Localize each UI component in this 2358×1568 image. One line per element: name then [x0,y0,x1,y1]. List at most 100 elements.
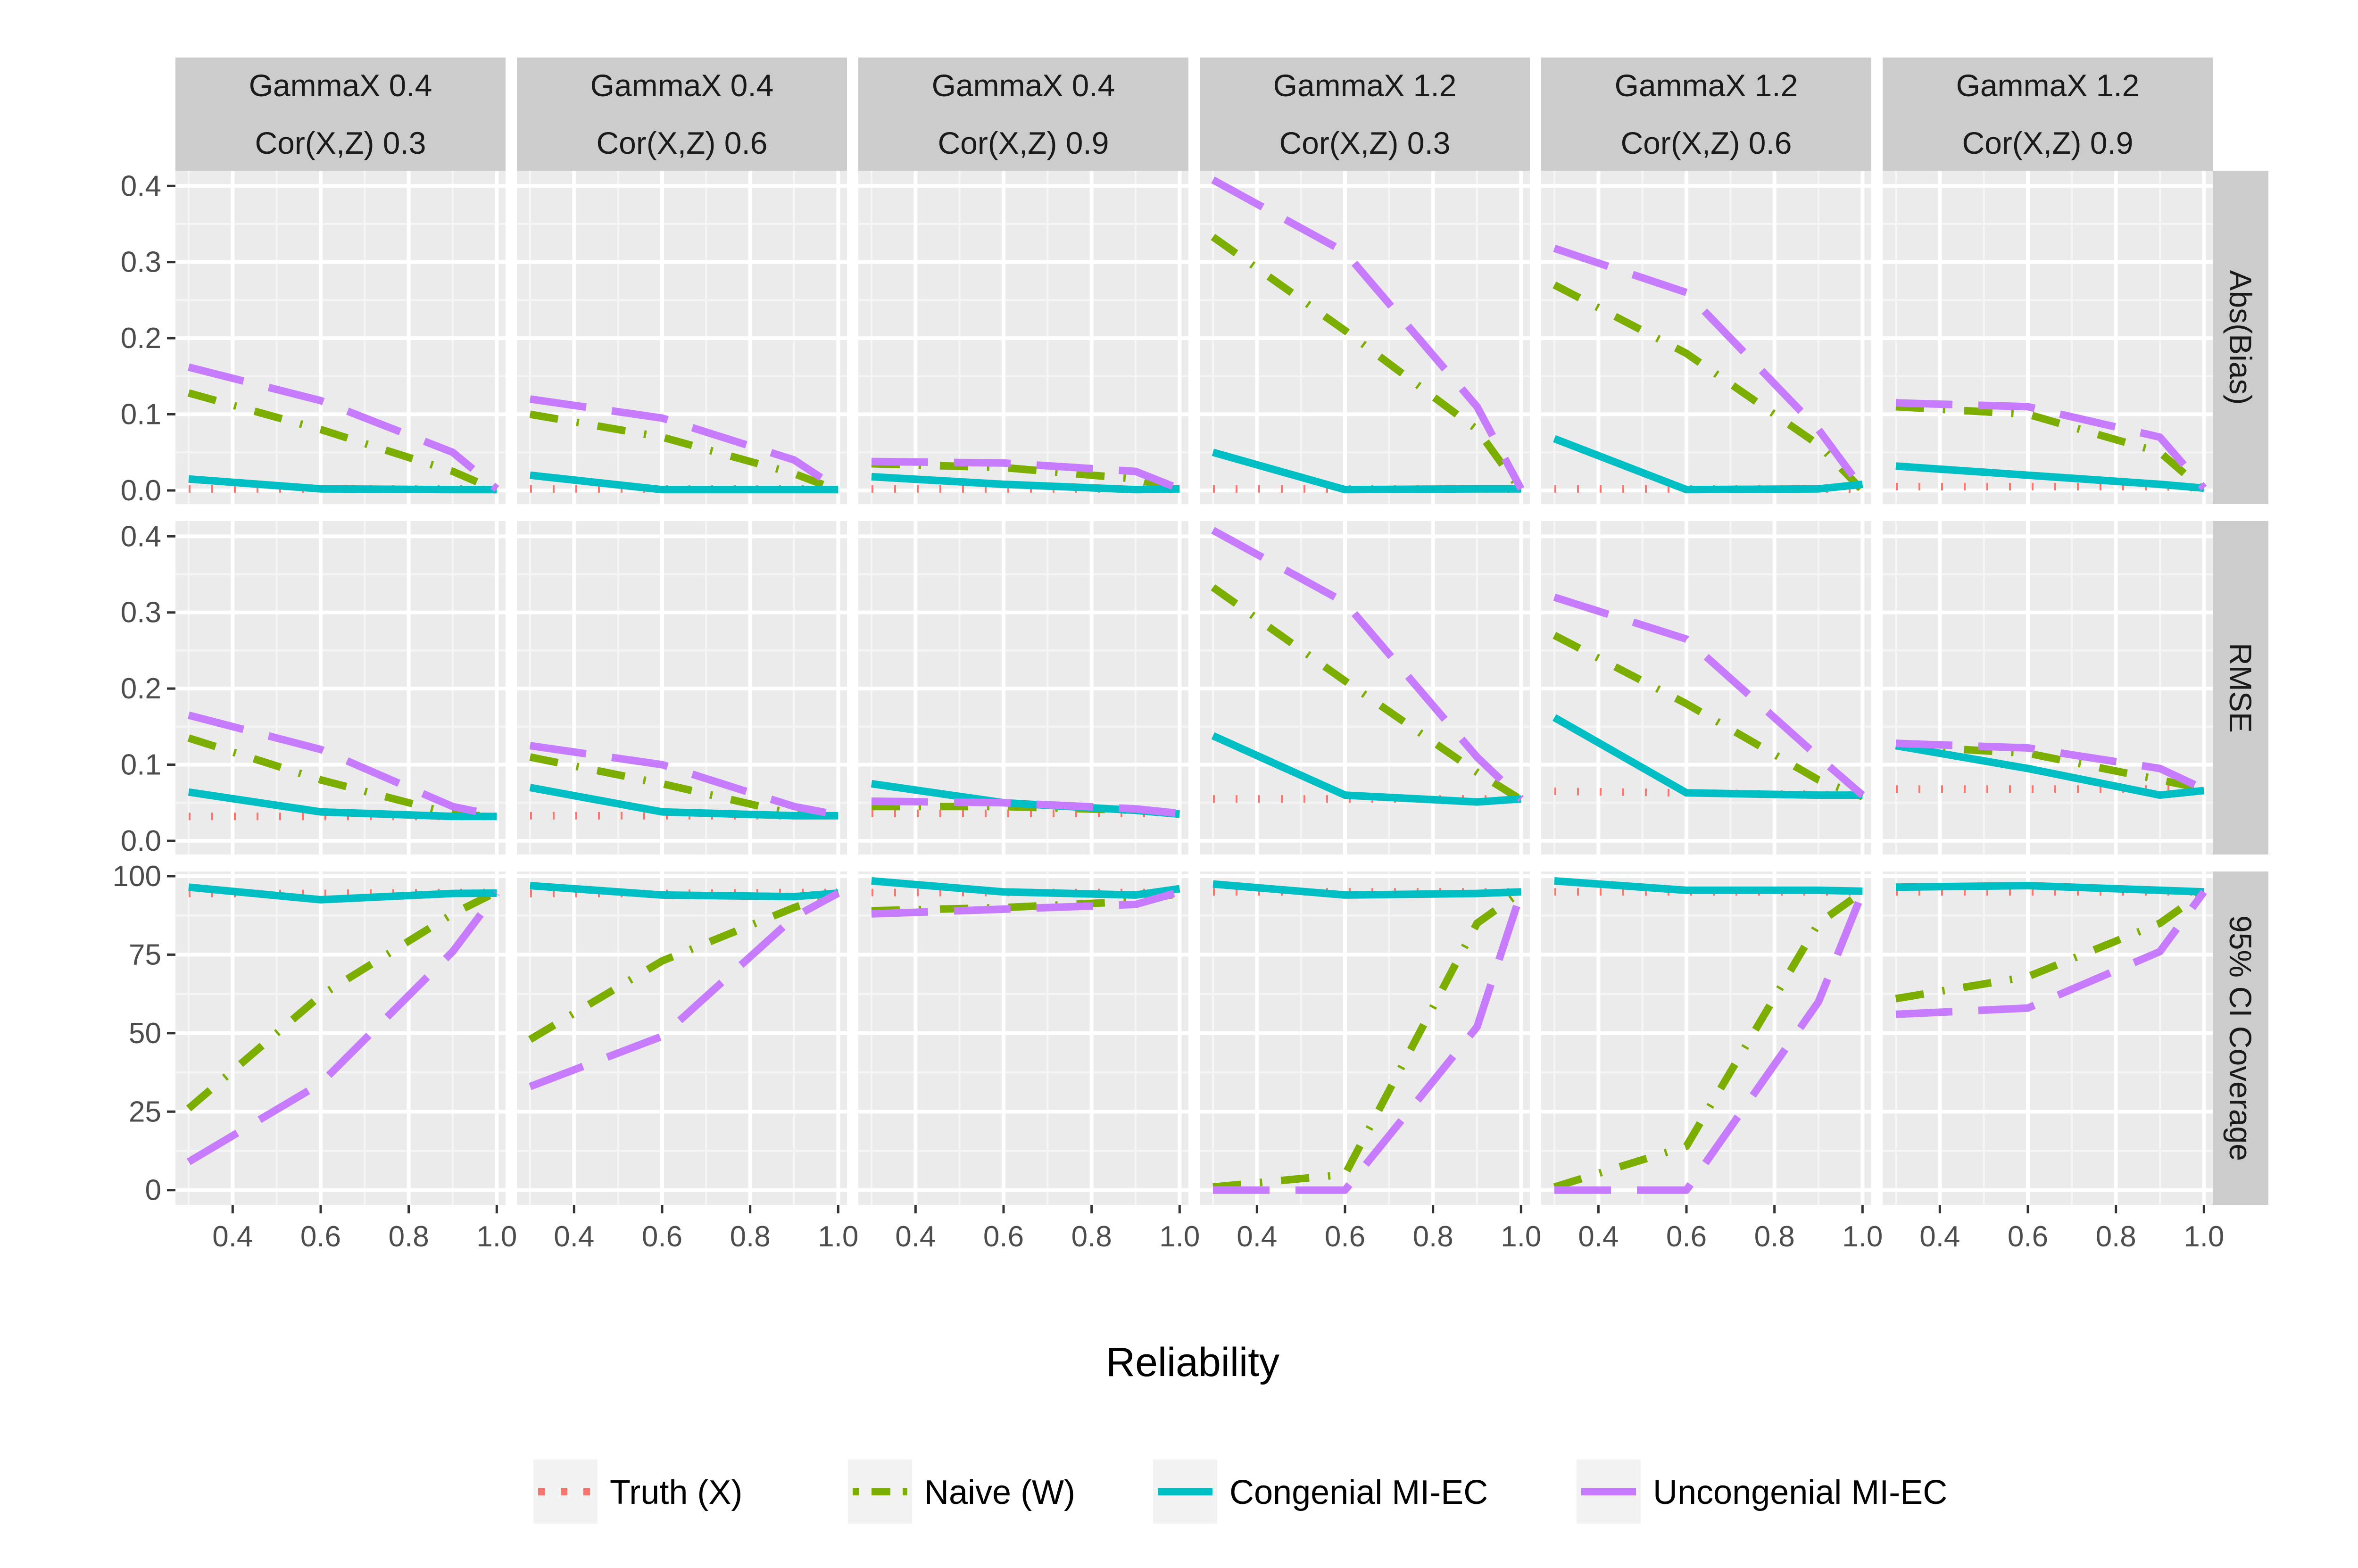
series-line-naive-w [1553,281,1866,493]
series-line-congenial-mi-ec [1895,742,2205,799]
series-line-congenial-mi-ec [1212,880,1521,899]
series-line-congenial-mi-ec [1895,462,2204,492]
legend-label: Naive (W) [924,1474,1075,1511]
series-line-uncongenial-mi-ec [187,711,498,820]
legend-label: Congenial MI-EC [1229,1474,1488,1511]
series-line-naive-w [1895,403,2207,493]
series-line-congenial-mi-ec [188,475,497,494]
series-line-uncongenial-mi-ec [529,395,840,492]
panel-background [517,871,847,1205]
column-strip-gamma-label: GammaX 0.4 [249,68,432,103]
column-strip-gamma-label: GammaX 1.2 [1956,68,2140,103]
column-strip-background [1883,58,2213,171]
series-line-uncongenial-mi-ec [1211,527,1524,802]
row-strip-background [2213,171,2268,504]
x-tick-label: 0.6 [1666,1220,1707,1253]
y-tick-label: 0.2 [121,672,161,705]
column-strip-background [175,58,506,171]
panel-series [187,711,498,821]
panel-series [528,882,840,1090]
axes: 0.0 0.1 0.2 0.3 0.4 0.0 0.1 0.2 0.3 0.4 0 25 50 75 100… [113,170,2225,1253]
panel-series [1895,739,2206,799]
series-line-congenial-mi-ec [871,473,1180,494]
column-strip-background [1200,58,1530,171]
series-line-naive-w [1211,233,1524,493]
column-strip-background [858,58,1188,171]
panel-background [858,871,1188,1205]
series-line-congenial-mi-ec [871,877,1180,899]
panel-1-1 [517,521,847,855]
x-tick-label: 1.0 [476,1220,517,1253]
column-strip-5: GammaX 1.2 Cor(X,Z) 0.9 [1883,58,2213,171]
series-line-naive-w [528,888,839,1043]
x-tick-label: 0.4 [212,1220,253,1253]
panel-2-0 [175,871,506,1205]
series-line-naive-w [1211,584,1523,803]
x-tick-label: 0.4 [1578,1220,1619,1253]
row-strip-2: 95% CI Coverage [2213,871,2268,1205]
panel-series [871,877,1181,918]
legend-entry-uncongenial-mi-ec: Uncongenial MI-EC [1577,1460,1947,1524]
panel-background [1883,871,2213,1205]
x-tick-label: 0.8 [1071,1220,1112,1253]
legend: Truth (X) Naive (W) Congenial MI-EC Unconge… [533,1460,1947,1524]
x-tick-label: 1.0 [1159,1220,1200,1253]
panel-2-4 [1541,871,1871,1205]
panel-2-1 [517,871,847,1205]
x-tick-label: 1.0 [1842,1220,1883,1253]
column-strip-background [517,58,847,171]
panel-background [1541,871,1871,1205]
y-tick-label: 100 [113,860,161,893]
column-strip-3: GammaX 1.2 Cor(X,Z) 0.3 [1200,58,1530,171]
series-line-uncongenial-mi-ec [871,457,1181,493]
y-tick-label: 0.3 [121,597,161,629]
y-tick-label: 75 [129,938,161,971]
column-strip-cor-label: Cor(X,Z) 0.6 [596,125,767,160]
column-strip-cor-label: Cor(X,Z) 0.3 [255,125,426,160]
panel-series [529,395,840,494]
panel-2-2 [858,871,1188,1205]
panel-series [1211,176,1525,494]
facet-strips: Abs(Bias) RMSE 95% CI Coverage GammaX 0.4 Co… [175,58,2268,1205]
panel-background [175,871,506,1205]
series-line-congenial-mi-ec [530,471,839,494]
series-line-uncongenial-mi-ec [188,363,499,492]
series-line-uncongenial-mi-ec [1553,245,1866,491]
series-line-congenial-mi-ec [188,883,497,904]
series-line-uncongenial-mi-ec [1895,399,2207,491]
row-strip-background [2213,521,2268,855]
row-strip-label: 95% CI Coverage [2223,915,2258,1161]
series-line-uncongenial-mi-ec [1895,889,2207,1018]
row-strip-label: Abs(Bias) [2223,270,2258,405]
panel-0-3 [1200,171,1530,504]
panel-1-3 [1200,521,1530,855]
panel-0-2 [858,171,1188,504]
panel-series [1553,593,1865,800]
column-strip-4: GammaX 1.2 Cor(X,Z) 0.6 [1541,58,1871,171]
x-tick-label: 0.6 [983,1220,1024,1253]
series-line-congenial-mi-ec [1895,882,2204,896]
series-line-congenial-mi-ec [530,882,839,901]
series-line-uncongenial-mi-ec [1895,739,2206,793]
row-strip-0: Abs(Bias) [2213,171,2268,504]
y-tick-label: 0.4 [121,520,161,553]
series-line-congenial-mi-ec [1553,435,1863,494]
panel-series [1895,399,2207,493]
series-line-uncongenial-mi-ec [186,891,500,1165]
legend-entry-congenial-mi-ec: Congenial MI-EC [1153,1460,1488,1524]
x-tick-label: 0.4 [895,1220,936,1253]
panel-0-5 [1883,171,2213,504]
y-tick-label: 0.4 [121,170,161,202]
panel-0-0 [175,171,506,504]
panel-1-2 [858,521,1188,855]
x-tick-label: 0.6 [1325,1220,1365,1253]
panel-2-5 [1883,871,2213,1205]
x-tick-label: 0.4 [1237,1220,1277,1253]
series-line-uncongenial-mi-ec [871,888,1181,918]
series-line-uncongenial-mi-ec [1211,176,1525,491]
panel-series [186,883,500,1165]
column-strip-cor-label: Cor(X,Z) 0.9 [938,125,1109,160]
panel-grid [175,171,2213,1205]
